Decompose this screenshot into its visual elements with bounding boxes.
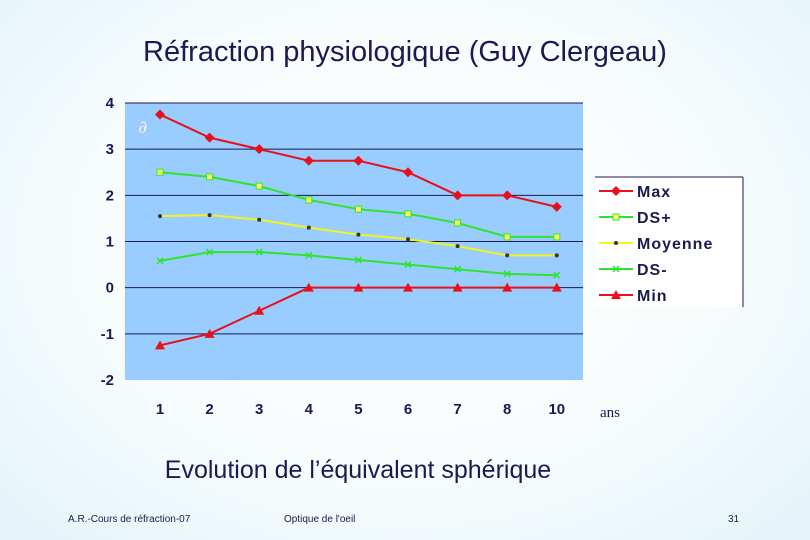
y-tick-labels: 4 3 2 1 0 -1 -2 xyxy=(101,95,115,389)
data-point xyxy=(156,257,164,265)
x-tick-label: 4 xyxy=(305,401,314,418)
legend-marker xyxy=(612,265,620,273)
data-point xyxy=(158,214,162,219)
y-tick-label: -2 xyxy=(101,372,114,389)
x-tick-label: 5 xyxy=(354,401,362,418)
legend-marker xyxy=(611,186,621,196)
y-tick-label: 4 xyxy=(106,95,115,112)
series-moyenne xyxy=(158,213,559,258)
data-point xyxy=(403,167,413,178)
legend-marker xyxy=(612,213,620,221)
series-layer xyxy=(155,109,562,350)
legend-entry: DS- xyxy=(599,262,668,279)
chart-subtitle: Evolution de l’équivalent sphérique xyxy=(164,456,552,484)
data-point xyxy=(156,168,164,176)
series-min xyxy=(155,282,562,350)
legend-entry: Min xyxy=(599,288,668,305)
data-point xyxy=(354,205,362,213)
data-point xyxy=(206,248,214,256)
data-point xyxy=(207,213,212,218)
data-point xyxy=(254,144,265,155)
data-point xyxy=(452,282,463,292)
data-point xyxy=(356,232,361,237)
data-point xyxy=(502,282,513,292)
data-point xyxy=(551,201,562,212)
series-max xyxy=(155,109,562,212)
y-tick-label: 3 xyxy=(106,141,114,158)
data-point xyxy=(404,261,412,269)
data-point xyxy=(305,251,313,259)
x-tick-label: 6 xyxy=(404,401,412,418)
data-point xyxy=(454,265,462,273)
series-ds- xyxy=(156,248,561,279)
data-point xyxy=(353,155,364,166)
data-point xyxy=(306,225,311,230)
footer-topic: Optique de l'oeil xyxy=(284,514,356,525)
legend-marker xyxy=(614,241,618,245)
data-point xyxy=(255,248,263,256)
y-tick-label: 0 xyxy=(106,280,114,297)
data-point xyxy=(404,210,412,218)
data-point xyxy=(353,282,364,292)
data-point xyxy=(403,282,413,292)
data-point xyxy=(305,196,313,204)
data-point xyxy=(454,219,462,227)
data-point xyxy=(503,233,511,241)
y-tick-label: 2 xyxy=(106,187,114,204)
data-point xyxy=(204,328,215,338)
data-point xyxy=(553,271,561,279)
data-point xyxy=(554,253,559,258)
x-tick-label: 3 xyxy=(255,401,263,418)
data-point xyxy=(206,173,214,181)
slide-title: Réfraction physiologique (Guy Clergeau) xyxy=(143,36,667,68)
x-tick-labels: 1 2 3 4 5 6 7 8 10 xyxy=(156,401,565,418)
x-tick-label: 10 xyxy=(548,401,565,418)
data-point xyxy=(551,282,562,292)
x-axis-unit: ans xyxy=(600,405,620,421)
data-point xyxy=(455,244,460,249)
data-point xyxy=(204,132,215,143)
series-ds- xyxy=(156,168,561,241)
data-point xyxy=(502,190,513,201)
data-point xyxy=(406,237,410,242)
x-tick-label: 8 xyxy=(503,401,511,418)
legend-label: DS- xyxy=(637,262,668,279)
legend-entry: DS+ xyxy=(599,210,672,227)
data-point xyxy=(303,155,314,166)
legend-marker xyxy=(611,290,621,299)
legend-label: DS+ xyxy=(637,210,672,227)
y-axis-symbol: ∂ xyxy=(138,117,147,138)
data-point xyxy=(303,282,314,292)
x-tick-label: 7 xyxy=(453,401,461,418)
legend-entry: Moyenne xyxy=(599,236,713,253)
x-tick-label: 1 xyxy=(156,401,164,418)
data-point xyxy=(254,305,265,315)
data-point xyxy=(354,256,362,264)
x-tick-label: 2 xyxy=(205,401,213,418)
data-point xyxy=(155,340,165,350)
data-point xyxy=(553,233,561,241)
legend-entry: Max xyxy=(599,184,671,201)
legend: Max DS+ Moyenne DS- Min xyxy=(595,176,744,307)
legend-label: Min xyxy=(637,288,668,305)
y-tick-label: 1 xyxy=(106,234,114,251)
y-tick-label: -1 xyxy=(101,326,114,343)
footer-course: A.R.-Cours de réfraction-07 xyxy=(68,514,191,525)
data-point xyxy=(505,253,510,258)
legend-label: Moyenne xyxy=(637,236,713,253)
data-point xyxy=(452,190,463,201)
data-point xyxy=(255,182,263,190)
data-point xyxy=(155,109,165,120)
page-number: 31 xyxy=(728,514,740,525)
data-point xyxy=(257,217,262,222)
legend-label: Max xyxy=(637,184,671,201)
data-point xyxy=(503,270,511,278)
